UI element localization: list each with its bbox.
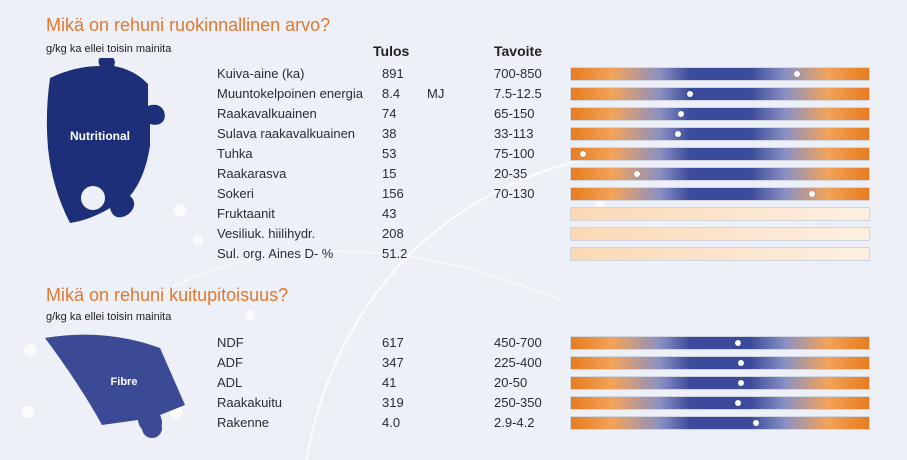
table-row: ADL 41 20-50 [0,373,907,393]
row-target: 65-150 [494,106,535,121]
value-marker [794,71,801,77]
row-label: Sokeri [217,186,254,201]
row-target: 225-400 [494,355,542,370]
row-value: 38 [382,126,397,141]
row-value: 15 [382,166,397,181]
row-label: ADL [217,375,243,390]
fibre-puzzle-shape [45,334,185,433]
range-bar [570,356,870,370]
row-value: 319 [382,395,404,410]
range-bar [570,396,870,410]
range-bar [570,107,870,121]
row-target: 250-350 [494,395,542,410]
row-label: Raakakuitu [217,395,283,410]
value-marker [675,131,682,137]
row-value: 51.2 [382,246,408,261]
range-bar [570,247,870,261]
row-label: Raakavalkuainen [217,106,317,121]
row-value: 53 [382,146,397,161]
table-row: Rakenne 4.0 2.9-4.2 [0,413,907,433]
row-value: 347 [382,355,404,370]
value-marker [687,91,694,97]
range-bar [570,376,870,390]
fibre-puzzle-icon: Fibre [45,334,185,438]
range-bar [570,127,870,141]
table-row: Sul. org. Aines D- % 51.2 [0,244,907,264]
row-value: 41 [382,375,397,390]
row-label: Raakarasva [217,166,287,181]
row-target: 75-100 [494,146,535,161]
nutritional-puzzle-shape [46,58,165,223]
nutritional-puzzle-icon: Nutritional [46,58,165,223]
row-value: 891 [382,66,404,81]
row-value: 74 [382,106,397,121]
value-marker [737,360,744,366]
row-target: 2.9-4.2 [494,415,535,430]
nutritional-icon-label: Nutritional [70,129,130,143]
value-marker [633,171,640,177]
value-marker [734,400,741,406]
table-row: Muuntokelpoinen energia 8.4 MJ 7.5-12.5 [0,84,907,104]
row-label: Muuntokelpoinen energia [217,86,363,101]
row-label: Sul. org. Aines D- % [217,246,334,261]
range-bar [570,167,870,181]
value-marker [734,340,741,346]
range-bar [570,207,870,221]
range-bar [570,187,870,201]
table-row: Tuhka 53 75-100 [0,144,907,164]
row-value: 8.4 [382,86,401,101]
table-row: Vesiliuk. hiilihydr. 208 [0,224,907,244]
row-label: Sulava raakavalkuainen [217,126,356,141]
fibre-section-title: Mikä on rehuni kuitupitoisuus? [46,285,289,305]
fibre-icon-label: Fibre [111,376,138,388]
row-label: Tuhka [217,146,253,161]
row-value: 43 [382,206,397,221]
table-row: Sulava raakavalkuainen 38 33-113 [0,124,907,144]
row-value: 4.0 [382,415,401,430]
range-bar [570,87,870,101]
row-value: 208 [382,226,404,241]
table-row: ADF 347 225-400 [0,353,907,373]
nutrition-subtitle: g/kg ka ellei toisin mainita [46,43,172,55]
row-target: 7.5-12.5 [494,86,542,101]
row-label: NDF [217,335,244,350]
value-marker [752,420,759,426]
range-bar [570,336,870,350]
nutrition-section-title: Mikä on rehuni ruokinnallinen arvo? [46,15,331,35]
row-target: 700-850 [494,66,542,81]
row-label: Kuiva-aine (ka) [217,66,305,81]
row-target: 20-50 [494,375,528,390]
table-row: Raakakuitu 319 250-350 [0,393,907,413]
range-bar [570,67,870,81]
table-row: NDF 617 450-700 [0,333,907,353]
result-column-header: Tulos [373,43,410,59]
row-unit: MJ [427,86,445,101]
fibre-subtitle: g/kg ka ellei toisin mainita [46,311,172,323]
value-marker [678,111,685,117]
row-value: 156 [382,186,404,201]
row-label: Rakenne [217,415,270,430]
table-row: Sokeri 156 70-130 [0,184,907,204]
table-row: Raakavalkuainen 74 65-150 [0,104,907,124]
value-marker [737,380,744,386]
row-target: 70-130 [494,186,535,201]
range-bar [570,227,870,241]
row-label: ADF [217,355,243,370]
row-value: 617 [382,335,404,350]
row-label: Vesiliuk. hiilihydr. [217,226,316,241]
range-bar [570,416,870,430]
table-row: Raakarasva 15 20-35 [0,164,907,184]
row-label: Fruktaanit [217,206,275,221]
value-marker [809,191,816,197]
target-column-header: Tavoite [494,43,542,59]
range-bar [570,147,870,161]
row-target: 20-35 [494,166,528,181]
table-row: Fruktaanit 43 [0,204,907,224]
row-target: 33-113 [494,126,534,141]
value-marker [579,151,586,157]
table-row: Kuiva-aine (ka) 891 700-850 [0,64,907,84]
row-target: 450-700 [494,335,542,350]
